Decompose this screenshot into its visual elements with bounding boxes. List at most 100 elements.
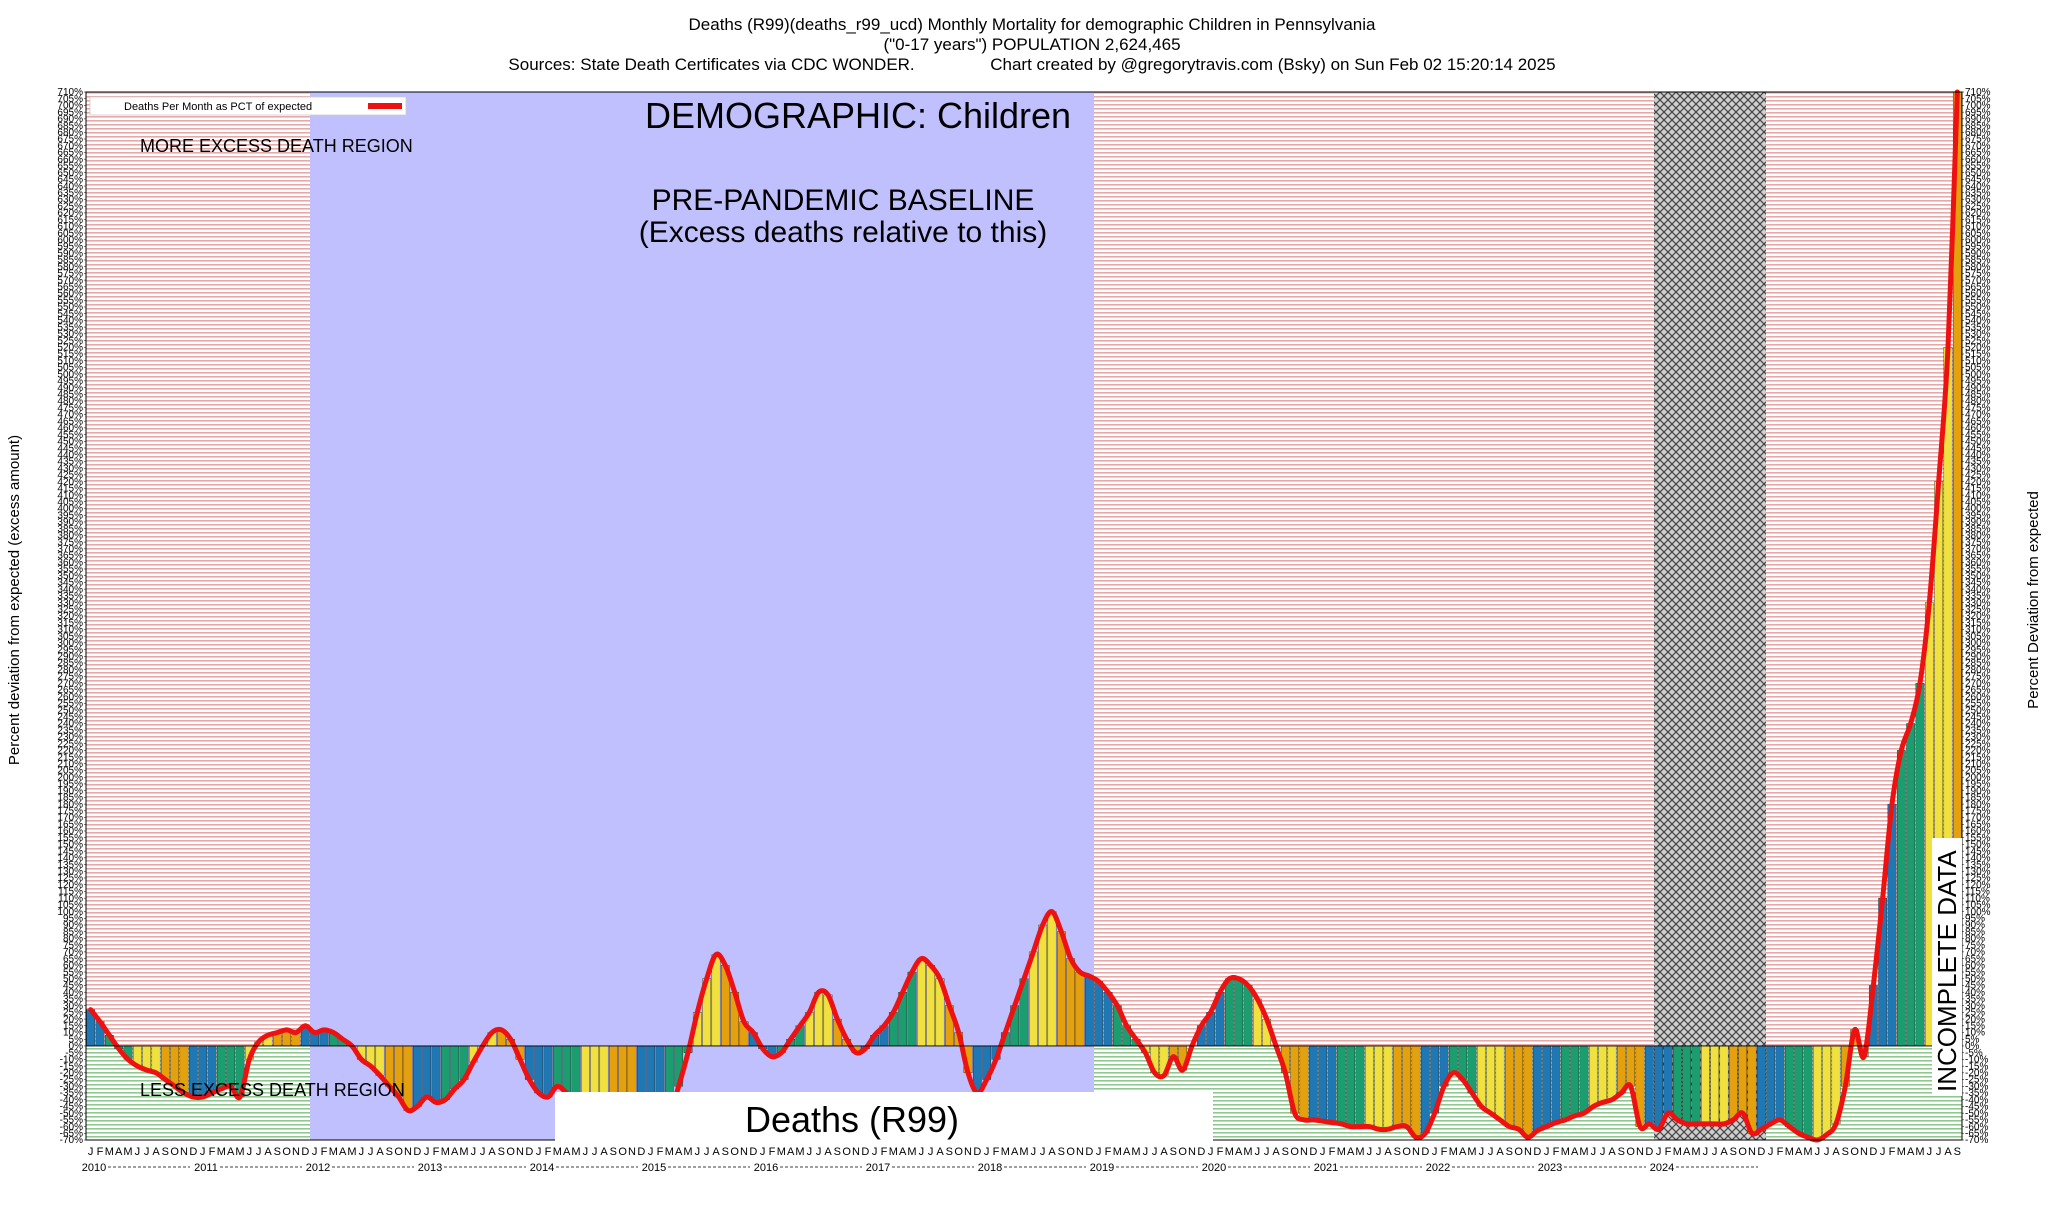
x-tick-label: A [824,1146,832,1158]
x-tick-label: A [115,1146,123,1158]
y-tick-label-left: 480% [57,396,83,407]
bar [1523,1045,1533,1138]
y-tick-label-left: 380% [57,531,83,542]
year-label: 2016 [754,1162,778,1174]
y-tick-label-left: 590% [57,248,83,259]
x-tick-label: J [1703,1146,1709,1158]
y-tick-label-right: 245% [1965,712,1991,723]
x-tick-label: N [404,1146,412,1158]
x-tick-label: A [488,1146,496,1158]
y-tick-label-right: 505% [1965,363,1991,374]
x-tick-label: O [1178,1146,1187,1158]
x-tick-label: O [1514,1146,1523,1158]
x-tick-label: M [795,1146,804,1158]
bar [1719,1045,1729,1125]
x-tick-label: M [105,1146,114,1158]
y-tick-label-left: 565% [57,282,83,293]
x-tick-label: A [1048,1146,1056,1158]
y-tick-label-right: 575% [1965,269,1991,280]
y-tick-label-left: 465% [57,416,83,427]
year-label: 2022 [1426,1162,1450,1174]
y-tick-label-right: 70% [1965,947,1985,958]
y-tick-label-right: 650% [1965,168,1991,179]
x-tick-label: S [722,1146,729,1158]
x-tick-label: J [1031,1146,1037,1158]
x-tick-label: J [1824,1146,1830,1158]
title-line-3: Sources: State Death Certificates via CD… [508,55,1555,74]
bar [1103,992,1113,1047]
y-tick-label-right: 220% [1965,746,1991,757]
y-tick-label-left: 95% [63,914,83,925]
y-tick-label-left: -55% [60,1115,83,1126]
bar [1420,1045,1430,1134]
y-tick-label-left: 35% [63,994,83,1005]
x-tick-label: O [1626,1146,1635,1158]
x-tick-label: M [347,1146,356,1158]
y-tick-label-left: 385% [57,524,83,535]
y-tick-label-right: 80% [1965,934,1985,945]
bar [1392,1045,1402,1127]
x-tick-label: S [834,1146,841,1158]
y-tick-label-right: -40% [1965,1095,1988,1106]
x-tick-label: J [247,1146,253,1158]
year-label: 2010 [82,1162,106,1174]
y-tick-label-left: 5% [69,1034,84,1045]
x-tick-label: J [1143,1146,1149,1158]
y-tick-label-left: 110% [58,893,83,904]
x-tick-label: A [600,1146,608,1158]
x-tick-label: A [1347,1146,1355,1158]
bar [1374,1045,1384,1130]
x-tick-label: J [480,1146,486,1158]
y-tick-label-right: 690% [1965,114,1991,125]
x-tick-label: M [553,1146,562,1158]
y-tick-label-left: 620% [57,208,83,219]
y-tick-label-left: 550% [57,302,83,313]
x-tick-label: M [1225,1146,1234,1158]
y-tick-label-right: 460% [1965,423,1991,434]
bar [1084,975,1094,1047]
y-tick-label-right: 685% [1965,121,1991,132]
bar [1598,1045,1608,1103]
baseline-region [310,92,1094,1140]
bar [440,1045,450,1100]
y-tick-label-left: 220% [57,746,83,757]
x-tick-label: A [1496,1146,1504,1158]
y-tick-label-left: 295% [57,645,83,656]
y-tick-label-left: 575% [57,269,83,280]
year-label: 2012 [306,1162,330,1174]
x-tick-label: J [1208,1146,1214,1158]
bar [1710,1045,1720,1125]
baseline-label-line-2: (Excess deaths relative to this) [639,216,1048,249]
y-tick-label-left: 245% [57,712,83,723]
y-tick-label-left: -35% [60,1088,83,1099]
y-tick-label-left: 235% [57,725,83,736]
y-tick-label-left: 470% [57,410,83,421]
bar [422,1045,432,1098]
y-tick-label-right: 625% [1965,201,1991,212]
y-tick-label-left: 270% [57,678,83,689]
x-tick-label: M [1673,1146,1682,1158]
x-tick-label: F [97,1146,104,1158]
y-tick-label-right: 135% [1965,860,1991,871]
y-tick-label-left: -45% [60,1102,83,1113]
y-tick-label-right: 435% [1965,457,1991,468]
x-tick-label: M [1337,1146,1346,1158]
y-tick-label-right: 600% [1965,235,1991,246]
y-tick-label-right: 400% [1965,504,1991,515]
y-tick-label-right: 170% [1965,813,1991,824]
y-tick-label-left: 190% [57,786,83,797]
bar [1346,1045,1356,1127]
y-tick-label-right: 120% [1965,880,1991,891]
y-tick-label-left: -70% [60,1135,83,1146]
y-tick-label-right: 540% [1965,316,1991,327]
y-tick-label-left: 170% [57,813,83,824]
y-tick-label-left: 395% [57,510,83,521]
y-axis-label-right: Percent Deviation from expected [2025,491,2042,709]
y-tick-label-right: 390% [1965,517,1991,528]
y-tick-label-right: 265% [1965,685,1991,696]
y-tick-label-right: 35% [1965,994,1985,1005]
bar [1644,1045,1654,1125]
y-tick-label-right: 695% [1965,107,1991,118]
x-tick-label: M [217,1146,226,1158]
y-tick-label-left: 450% [57,437,83,448]
